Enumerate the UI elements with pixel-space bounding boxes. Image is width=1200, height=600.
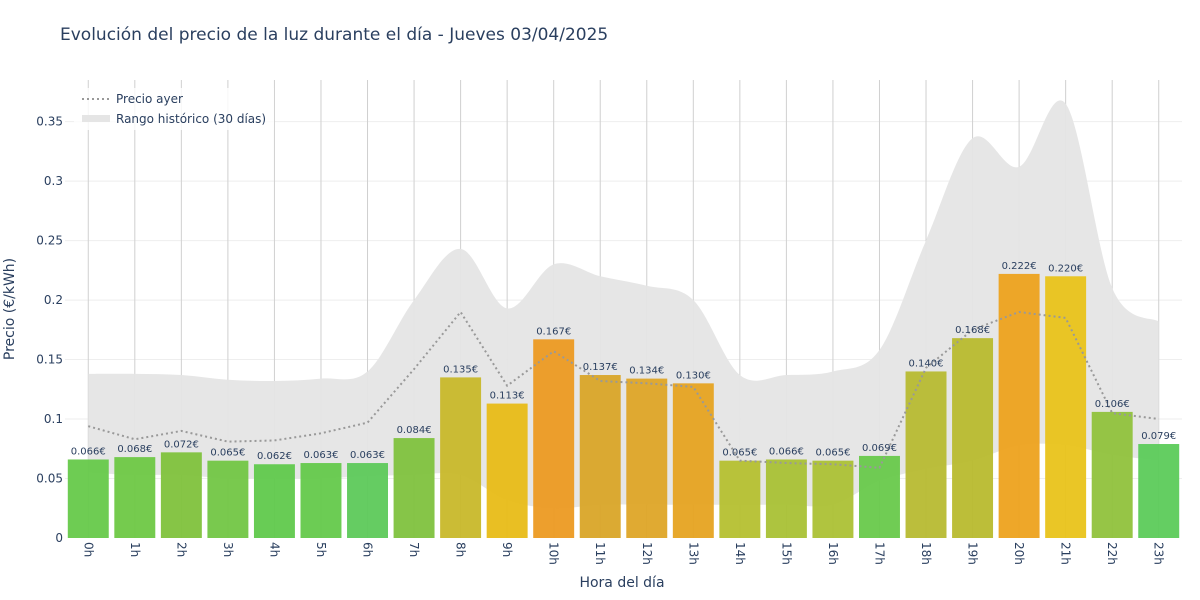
x-axis-title: Hora del día bbox=[579, 575, 664, 591]
x-axis: 0h 1h 2h 3h 4h 5h 6h 7h 8h 9h 10h 11h 12h 13h 14h 15h 16… bbox=[81, 542, 1165, 565]
bar-15h bbox=[765, 459, 807, 538]
bar-21h bbox=[1045, 276, 1087, 538]
bar-23h bbox=[1138, 444, 1180, 538]
x-tick-label-7h: 7h bbox=[407, 542, 421, 557]
value-label-15h: 0.066€ bbox=[769, 446, 804, 457]
x-tick-label-4h: 4h bbox=[267, 542, 281, 557]
bar-9h bbox=[486, 403, 528, 538]
value-label-7h: 0.084€ bbox=[397, 425, 432, 436]
x-tick-label-8h: 8h bbox=[454, 542, 468, 557]
y-tick-label: 0.35 bbox=[36, 115, 63, 129]
historical-range-band bbox=[88, 100, 1159, 509]
y-tick-label: 0 bbox=[55, 531, 63, 545]
legend-range-swatch bbox=[82, 115, 110, 122]
y-tick-label: 0.15 bbox=[36, 353, 63, 367]
x-tick-label-1h: 1h bbox=[128, 542, 142, 557]
bar-22h bbox=[1091, 411, 1133, 538]
x-tick-label-13h: 13h bbox=[686, 542, 700, 565]
x-tick-label-16h: 16h bbox=[826, 542, 840, 565]
x-tick-label-19h: 19h bbox=[966, 542, 980, 565]
x-tick-label-2h: 2h bbox=[174, 542, 188, 557]
bar-11h bbox=[579, 375, 621, 538]
value-label-11h: 0.137€ bbox=[583, 362, 618, 373]
legend-range-label: Rango histórico (30 días) bbox=[116, 112, 266, 126]
y-tick-label: 0.1 bbox=[44, 412, 63, 426]
x-tick-label-18h: 18h bbox=[919, 542, 933, 565]
y-axis: 0 0.05 0.1 0.15 0.2 0.25 0.3 0.35 bbox=[36, 115, 63, 545]
value-label-4h: 0.062€ bbox=[257, 451, 292, 462]
y-tick-label: 0.2 bbox=[44, 293, 63, 307]
bar-20h bbox=[998, 273, 1040, 538]
x-tick-label-20h: 20h bbox=[1012, 542, 1026, 565]
x-tick-label-6h: 6h bbox=[361, 542, 375, 557]
bar-16h bbox=[812, 460, 854, 538]
value-label-10h: 0.167€ bbox=[536, 326, 571, 337]
bar-18h bbox=[905, 371, 947, 538]
bar-2h bbox=[160, 452, 202, 538]
value-label-9h: 0.113€ bbox=[490, 391, 525, 402]
value-label-12h: 0.134€ bbox=[629, 366, 664, 377]
bar-14h bbox=[719, 460, 761, 538]
x-tick-label-17h: 17h bbox=[872, 542, 886, 565]
chart-title: Evolución del precio de la luz durante e… bbox=[60, 25, 608, 45]
x-tick-label-22h: 22h bbox=[1105, 542, 1119, 565]
legend-yesterday-label: Precio ayer bbox=[116, 92, 183, 106]
bar-7h bbox=[393, 438, 435, 538]
bars bbox=[67, 273, 1180, 538]
x-tick-label-5h: 5h bbox=[314, 542, 328, 557]
x-tick-label-15h: 15h bbox=[779, 542, 793, 565]
bar-5h bbox=[300, 463, 342, 538]
bar-13h bbox=[672, 383, 714, 538]
x-tick-label-9h: 9h bbox=[500, 542, 514, 557]
value-label-6h: 0.063€ bbox=[350, 450, 385, 461]
value-label-23h: 0.079€ bbox=[1141, 431, 1176, 442]
legend: Precio ayer Rango histórico (30 días) bbox=[74, 88, 274, 130]
legend-background bbox=[74, 88, 274, 130]
value-label-16h: 0.065€ bbox=[815, 448, 850, 459]
value-label-19h: 0.168€ bbox=[955, 325, 990, 336]
y-tick-label: 0.05 bbox=[36, 472, 63, 486]
bar-8h bbox=[440, 377, 482, 538]
bar-0h bbox=[67, 459, 109, 538]
x-tick-label-12h: 12h bbox=[640, 542, 654, 565]
value-label-0h: 0.066€ bbox=[71, 446, 106, 457]
value-label-18h: 0.140€ bbox=[909, 358, 944, 369]
value-label-22h: 0.106€ bbox=[1095, 399, 1130, 410]
x-tick-label-14h: 14h bbox=[733, 542, 747, 565]
bar-19h bbox=[952, 338, 994, 538]
value-label-21h: 0.220€ bbox=[1048, 263, 1083, 274]
bar-12h bbox=[626, 378, 668, 538]
value-label-20h: 0.222€ bbox=[1002, 261, 1037, 272]
x-tick-label-3h: 3h bbox=[221, 542, 235, 557]
historical-range-area bbox=[88, 100, 1159, 509]
y-tick-label: 0.3 bbox=[44, 174, 63, 188]
value-label-1h: 0.068€ bbox=[117, 444, 152, 455]
x-tick-label-10h: 10h bbox=[547, 542, 561, 565]
x-tick-label-0h: 0h bbox=[81, 542, 95, 557]
value-label-2h: 0.072€ bbox=[164, 439, 199, 450]
x-tick-label-21h: 21h bbox=[1059, 542, 1073, 565]
value-label-8h: 0.135€ bbox=[443, 364, 478, 375]
bar-17h bbox=[859, 455, 900, 538]
bar-3h bbox=[207, 460, 249, 538]
x-tick-label-11h: 11h bbox=[593, 542, 607, 565]
value-label-14h: 0.065€ bbox=[722, 448, 757, 459]
bar-1h bbox=[114, 457, 156, 538]
y-axis-title: Precio (€/kWh) bbox=[2, 258, 18, 360]
bar-6h bbox=[347, 463, 388, 538]
value-labels: 0.066€ 0.068€ 0.072€ 0.065€ 0.062€ 0.063€ 0.06… bbox=[71, 261, 1176, 462]
y-tick-label: 0.25 bbox=[36, 234, 63, 248]
value-label-3h: 0.065€ bbox=[210, 448, 245, 459]
bar-10h bbox=[533, 339, 575, 538]
value-label-5h: 0.063€ bbox=[303, 450, 338, 461]
x-tick-label-23h: 23h bbox=[1152, 542, 1166, 565]
value-label-13h: 0.130€ bbox=[676, 370, 711, 381]
value-label-17h: 0.069€ bbox=[862, 443, 897, 454]
bar-4h bbox=[253, 464, 295, 538]
